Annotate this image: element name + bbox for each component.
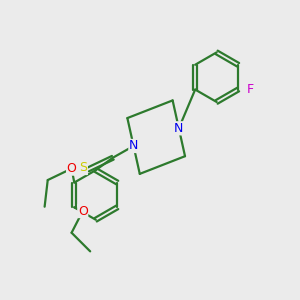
Text: F: F bbox=[246, 83, 254, 96]
Text: O: O bbox=[67, 162, 76, 175]
Text: S: S bbox=[80, 161, 87, 175]
Text: O: O bbox=[78, 205, 88, 218]
Text: N: N bbox=[129, 140, 138, 152]
Text: N: N bbox=[174, 122, 184, 135]
